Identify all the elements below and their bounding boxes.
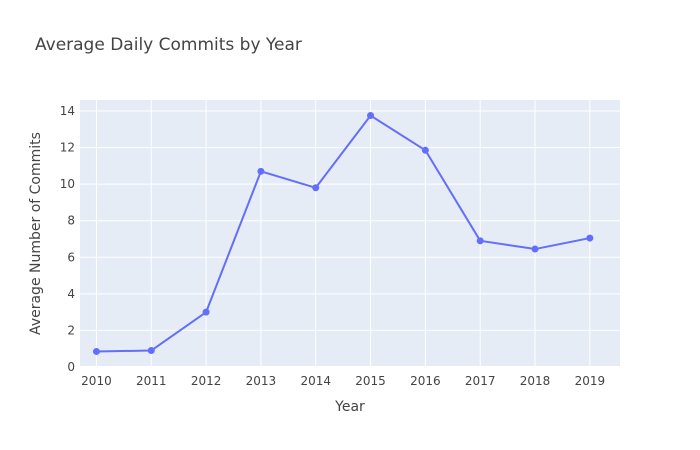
- x-tick-label-2010: 2010: [81, 374, 112, 388]
- x-tick-label-2011: 2011: [136, 374, 167, 388]
- data-point-2011: [147, 347, 155, 355]
- grid-lines: [80, 100, 620, 368]
- y-tick-label-4: 4: [67, 287, 75, 301]
- data-point-2014: [312, 184, 320, 192]
- y-tick-label-6: 6: [67, 250, 75, 264]
- series-line-0: [96, 114, 591, 353]
- y-tick-label-12: 12: [60, 141, 75, 155]
- x-tick-label-2014: 2014: [300, 374, 331, 388]
- plot-area: [80, 100, 620, 367]
- data-point-2016: [421, 146, 429, 154]
- x-tick-label-2018: 2018: [520, 374, 551, 388]
- x-tick-label-2013: 2013: [246, 374, 277, 388]
- x-tick-label-2016: 2016: [410, 374, 441, 388]
- x-axis-tick-labels: 2010 2011 2012 2013 2014 2015 2016 2017 2018 2019: [81, 374, 605, 388]
- x-tick-label-2017: 2017: [465, 374, 496, 388]
- y-tick-label-14: 14: [60, 104, 75, 118]
- x-axis-title: Year: [334, 399, 365, 415]
- y-tick-label-2: 2: [67, 323, 75, 337]
- y-tick-label-10: 10: [60, 177, 75, 191]
- x-tick-label-2019: 2019: [575, 374, 606, 388]
- data-point-2010: [92, 347, 100, 355]
- x-tick-label-2015: 2015: [355, 374, 386, 388]
- data-point-2019: [586, 234, 594, 242]
- data-point-2018: [531, 245, 539, 253]
- data-point-2017: [476, 237, 484, 245]
- data-point-2015: [367, 112, 375, 120]
- y-tick-label-8: 8: [67, 214, 75, 228]
- series-layer: [92, 112, 594, 355]
- x-tick-label-2012: 2012: [191, 374, 222, 388]
- data-point-2013: [257, 167, 265, 175]
- data-point-2012: [202, 308, 210, 316]
- y-axis-title: Average Number of Commits: [28, 132, 44, 335]
- chart-title: Average Daily Commits by Year: [35, 35, 302, 55]
- y-tick-label-0: 0: [67, 360, 75, 374]
- y-axis-tick-labels: 0 2 4 6 8 10 12 14: [60, 104, 75, 374]
